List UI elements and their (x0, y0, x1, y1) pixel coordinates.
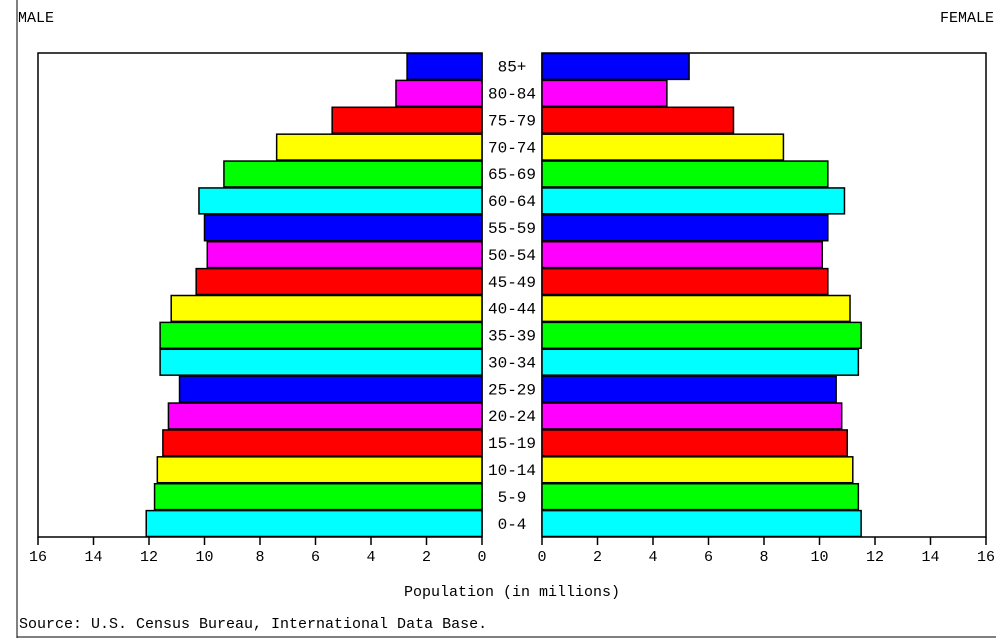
category-label: 75-79 (488, 112, 536, 130)
bar (159, 348, 483, 376)
x-tick-label: 10 (810, 549, 828, 566)
category-label: 35-39 (488, 328, 536, 346)
category-label: 55-59 (488, 220, 536, 238)
x-tick-label: 4 (366, 549, 375, 566)
bar (223, 160, 483, 188)
bar (167, 402, 483, 430)
bar (331, 106, 483, 134)
x-tick-label: 16 (977, 549, 995, 566)
x-tick-label: 2 (422, 549, 431, 566)
bar (541, 456, 854, 484)
category-label: 20-24 (488, 408, 536, 426)
bar (145, 509, 483, 538)
x-tick-label: 6 (704, 549, 713, 566)
category-label: 65-69 (488, 166, 536, 184)
bar (541, 106, 735, 134)
category-label: 60-64 (488, 193, 536, 211)
x-tick-label: 12 (866, 549, 884, 566)
x-tick-label: 0 (477, 549, 486, 566)
category-label: 5-9 (498, 489, 527, 507)
bar (541, 267, 829, 296)
bar (406, 52, 483, 81)
x-tick-label: 4 (648, 549, 657, 566)
category-label: 0-4 (498, 516, 527, 534)
bar (541, 160, 829, 188)
x-tick-label: 10 (195, 549, 213, 566)
bar (195, 267, 483, 296)
category-label: 10-14 (488, 462, 536, 480)
x-tick-label: 6 (311, 549, 320, 566)
x-tick-label: 2 (593, 549, 602, 566)
bar (206, 240, 483, 269)
bar (156, 456, 483, 484)
bar (198, 187, 483, 215)
category-label: 30-34 (488, 354, 536, 372)
bar (159, 321, 483, 350)
bar (541, 79, 668, 108)
category-label: 40-44 (488, 301, 536, 319)
bar (395, 79, 483, 108)
x-tick-label: 16 (29, 549, 47, 566)
category-label: 80-84 (488, 86, 536, 104)
series-label: FEMALE (940, 10, 994, 27)
bar (541, 429, 848, 457)
series-label: MALE (18, 10, 54, 27)
bar (203, 214, 483, 242)
bar (541, 321, 862, 350)
category-label: 50-54 (488, 247, 536, 265)
bar (541, 375, 837, 403)
bar (541, 52, 690, 81)
bar (541, 348, 860, 376)
x-tick-label: 0 (537, 549, 546, 566)
bar (541, 240, 824, 269)
bar (541, 402, 843, 430)
category-label: 15-19 (488, 435, 536, 453)
bar (541, 294, 851, 323)
x-tick-label: 8 (759, 549, 768, 566)
source-note: Source: U.S. Census Bureau, Internationa… (19, 616, 487, 633)
bar (541, 482, 860, 511)
bar (178, 375, 483, 403)
bar (541, 214, 829, 242)
bar (541, 133, 785, 161)
category-label: 45-49 (488, 274, 536, 292)
x-tick-label: 14 (921, 549, 939, 566)
bar (541, 187, 846, 215)
bar (162, 429, 483, 457)
x-axis-label: Population (in millions) (404, 584, 620, 601)
bar (275, 133, 483, 161)
category-label: 70-74 (488, 139, 536, 157)
bar (153, 482, 483, 511)
x-tick-label: 12 (140, 549, 158, 566)
x-tick-label: 14 (84, 549, 102, 566)
category-label: 85+ (498, 59, 527, 77)
x-tick-label: 8 (255, 549, 264, 566)
category-label: 25-29 (488, 381, 536, 399)
bar (170, 294, 483, 323)
bar (541, 509, 862, 538)
